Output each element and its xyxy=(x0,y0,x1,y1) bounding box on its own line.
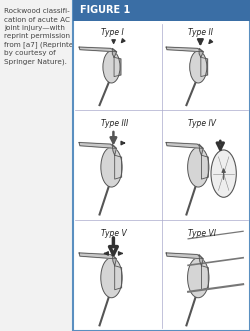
Polygon shape xyxy=(114,57,121,76)
FancyBboxPatch shape xyxy=(73,0,250,331)
Circle shape xyxy=(103,51,120,83)
Text: Rockwood classifi-
cation of acute AC
joint injury—with
reprint permission
from : Rockwood classifi- cation of acute AC jo… xyxy=(4,8,78,65)
Polygon shape xyxy=(79,142,116,148)
Circle shape xyxy=(188,147,209,187)
Text: Type II: Type II xyxy=(188,28,213,37)
Text: FIGURE 1: FIGURE 1 xyxy=(80,5,130,15)
Polygon shape xyxy=(79,253,116,259)
Polygon shape xyxy=(202,155,208,179)
Polygon shape xyxy=(115,155,121,179)
Polygon shape xyxy=(199,144,203,155)
Text: Type V: Type V xyxy=(101,229,127,238)
Circle shape xyxy=(211,150,236,197)
Text: Type IV: Type IV xyxy=(188,119,216,128)
Polygon shape xyxy=(201,57,207,76)
Text: Type VI: Type VI xyxy=(188,229,216,238)
Text: Type I: Type I xyxy=(101,28,124,37)
Polygon shape xyxy=(112,255,116,266)
Polygon shape xyxy=(115,266,121,290)
Polygon shape xyxy=(166,47,203,52)
Circle shape xyxy=(188,258,209,298)
Polygon shape xyxy=(199,255,203,266)
Polygon shape xyxy=(202,266,208,290)
FancyBboxPatch shape xyxy=(73,0,250,21)
Polygon shape xyxy=(112,48,116,57)
Circle shape xyxy=(101,258,122,298)
Polygon shape xyxy=(79,47,116,52)
Text: Type III: Type III xyxy=(101,119,128,128)
Polygon shape xyxy=(112,144,116,155)
Polygon shape xyxy=(199,48,203,57)
Circle shape xyxy=(190,51,207,83)
Polygon shape xyxy=(166,142,203,148)
Circle shape xyxy=(101,147,122,187)
Polygon shape xyxy=(166,253,203,259)
